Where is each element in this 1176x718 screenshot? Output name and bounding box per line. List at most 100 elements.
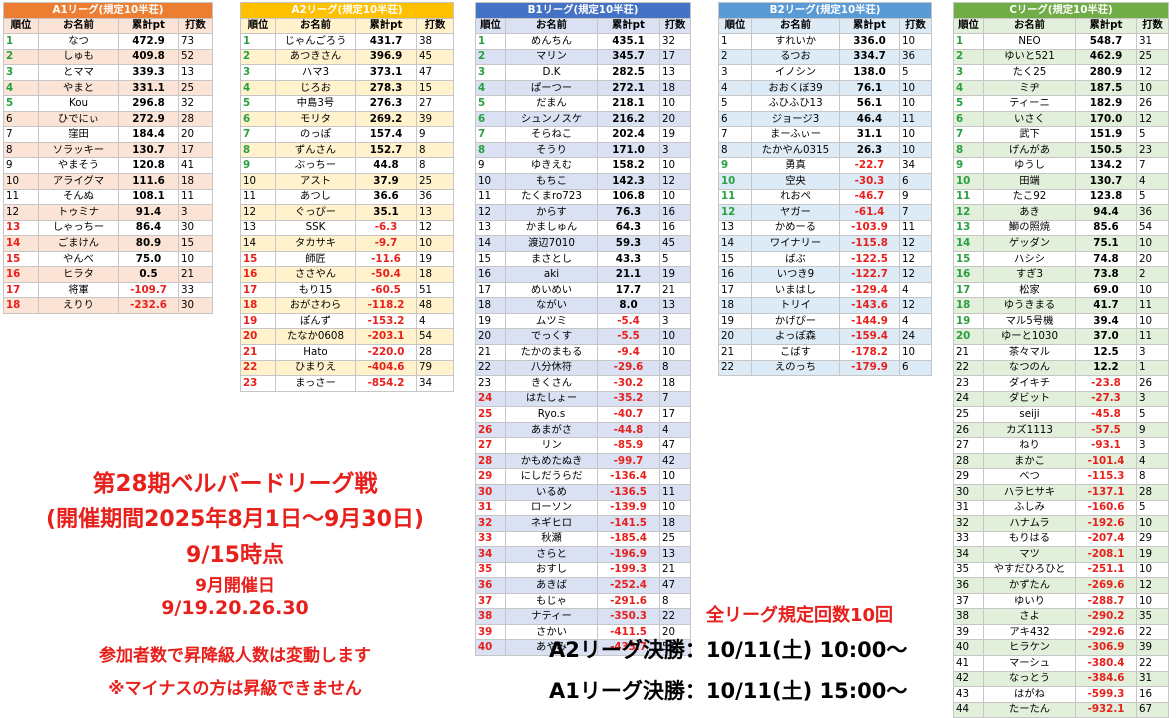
table-row: 26 あまがさ -44.8 4 — [475, 421, 692, 439]
points-cell: -103.9 — [839, 219, 900, 237]
player-name: 茶々マル — [983, 344, 1076, 361]
points-cell: -9.4 — [597, 344, 660, 361]
games-cell: 4 — [658, 421, 692, 439]
player-name: タカサキ — [275, 235, 356, 252]
points-cell: 35.1 — [355, 204, 417, 221]
player-name: こばす — [751, 344, 840, 361]
table-row: 14 タカサキ -9.7 10 — [240, 235, 455, 252]
games-cell: 79 — [415, 359, 455, 377]
rank-cell: 6 — [718, 110, 752, 128]
games-cell: 3 — [1135, 390, 1170, 408]
rank-cell: 14 — [240, 235, 276, 252]
player-name: ダビット — [983, 390, 1076, 408]
points-cell: 41.7 — [1075, 297, 1137, 314]
table-row: 9 やまそう 120.8 41 — [3, 157, 214, 175]
table-row: 33 もりはる -207.4 29 — [953, 530, 1170, 548]
table-row: 18 ゆうきまる 41.7 11 — [953, 297, 1170, 314]
games-cell: 47 — [415, 64, 455, 81]
points-cell: -207.4 — [1075, 530, 1137, 548]
a1-final-schedule: A1リーグ決勝：10/11(土) 15:00～ — [549, 679, 908, 703]
points-cell: -35.2 — [597, 390, 660, 408]
table-row: 8 そうり 171.0 3 — [475, 141, 692, 159]
table-row: 11 たこ92 123.8 5 — [953, 188, 1170, 206]
league-title: B2リーグ(規定10半荘) — [717, 2, 933, 19]
points-cell: 85.6 — [1075, 219, 1137, 237]
games-cell: 5 — [658, 250, 692, 268]
rank-cell: 11 — [3, 188, 39, 206]
table-row: 3 D.K 282.5 13 — [475, 64, 692, 81]
games-cell: 22 — [658, 608, 692, 625]
points-cell: 151.9 — [1075, 126, 1137, 143]
rank-cell: 44 — [953, 701, 984, 718]
player-name: Ryo.s — [505, 406, 598, 423]
rank-cell: 4 — [240, 79, 276, 97]
player-name: からす — [505, 204, 598, 221]
points-cell: -144.9 — [839, 312, 900, 330]
player-name: ダイキチ — [983, 375, 1076, 392]
table-row: 23 ダイキチ -23.8 26 — [953, 375, 1170, 392]
games-cell: 3 — [658, 312, 692, 330]
rank-cell: 34 — [953, 546, 984, 563]
points-cell: -57.5 — [1075, 421, 1137, 439]
player-name: ナティー — [505, 608, 598, 625]
games-cell: 10 — [1135, 515, 1170, 532]
points-cell: 37.0 — [1075, 328, 1137, 346]
player-name: ムツミ — [505, 312, 598, 330]
games-cell: 39 — [1135, 639, 1170, 656]
games-cell: 22 — [1135, 623, 1170, 641]
days-label: 9月開催日 — [195, 576, 275, 596]
player-name: まーふぃー — [751, 126, 840, 143]
games-cell: 11 — [658, 483, 692, 501]
table-row: 16 ささやん -50.4 18 — [240, 266, 455, 283]
games-cell: 7 — [898, 204, 933, 221]
rank-cell: 28 — [953, 452, 984, 470]
table-row: 9 ゆうし 134.2 7 — [953, 157, 1170, 175]
table-row: 36 あきば -252.4 47 — [475, 577, 692, 594]
points-cell: 111.6 — [118, 173, 179, 190]
points-cell: 31.1 — [839, 126, 900, 143]
rank-cell: 19 — [718, 312, 752, 330]
player-name: じろお — [275, 79, 356, 97]
games-cell: 4 — [1135, 173, 1170, 190]
table-row: 2 あつきさん 396.9 45 — [240, 48, 455, 66]
player-name: ジョージ3 — [751, 110, 840, 128]
points-cell: -178.2 — [839, 344, 900, 361]
rank-cell: 9 — [3, 157, 39, 175]
rank-cell: 31 — [475, 499, 506, 517]
games-cell: 30 — [177, 219, 214, 237]
games-cell: 25 — [177, 79, 214, 97]
rank-cell: 41 — [953, 654, 984, 672]
header-points: 累計pt — [839, 17, 900, 35]
table-row: 15 やんべ 75.0 10 — [3, 250, 214, 268]
games-cell: 3 — [177, 204, 214, 221]
player-name: えのっち — [751, 359, 840, 377]
header-points: 累計pt — [597, 17, 660, 35]
games-cell: 20 — [658, 110, 692, 128]
table-row: 16 すぎ3 73.8 2 — [953, 266, 1170, 283]
table-row: 4 やまと 331.1 25 — [3, 79, 214, 97]
rank-cell: 31 — [953, 499, 984, 517]
points-cell: -433.7 — [597, 639, 660, 656]
player-name: かもめたぬき — [505, 452, 598, 470]
games-cell: 12 — [1135, 64, 1170, 81]
games-cell: 28 — [415, 344, 455, 361]
rank-cell: 14 — [718, 235, 752, 252]
points-cell: 59.3 — [597, 235, 660, 252]
rank-cell: 30 — [475, 483, 506, 501]
player-name: リン — [505, 437, 598, 454]
table-row: 10 空央 -30.3 6 — [718, 173, 933, 190]
points-cell: -45.8 — [1075, 406, 1137, 423]
points-cell: 46.4 — [839, 110, 900, 128]
points-cell: -6.3 — [355, 219, 417, 237]
games-cell: 13 — [658, 546, 692, 563]
rank-cell: 30 — [953, 483, 984, 501]
games-cell: 17 — [177, 141, 214, 159]
points-cell: 76.1 — [839, 79, 900, 97]
table-row: 15 まさとし 43.3 5 — [475, 250, 692, 268]
table-row: 18 おがさわら -118.2 48 — [240, 297, 455, 314]
player-name: もじゃ — [505, 592, 598, 610]
player-name: かずたん — [983, 577, 1076, 594]
table-row: 8 ソラッキー 130.7 17 — [3, 141, 214, 159]
rank-cell: 12 — [953, 204, 984, 221]
points-cell: -411.5 — [597, 623, 660, 641]
